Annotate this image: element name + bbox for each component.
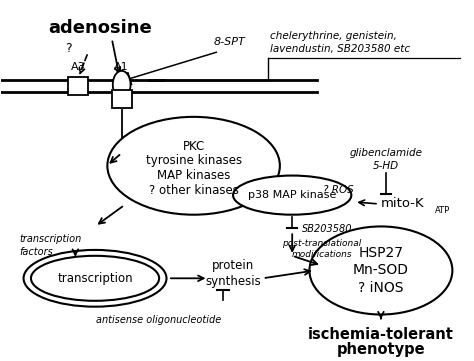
Text: chelerythrine, genistein,: chelerythrine, genistein,	[270, 31, 396, 41]
Text: transcription
factors: transcription factors	[19, 234, 82, 257]
Text: ischemia-tolerant: ischemia-tolerant	[308, 327, 454, 342]
FancyBboxPatch shape	[112, 91, 131, 108]
Text: lavendustin, SB203580 etc: lavendustin, SB203580 etc	[270, 44, 410, 55]
Ellipse shape	[24, 250, 166, 307]
Text: ? iNOS: ? iNOS	[358, 281, 404, 295]
Ellipse shape	[31, 256, 159, 301]
Ellipse shape	[107, 117, 280, 215]
Text: p38 MAP kinase: p38 MAP kinase	[248, 190, 337, 200]
Text: glibenclamide: glibenclamide	[349, 148, 422, 158]
Text: phenotype: phenotype	[337, 342, 425, 357]
Text: ATP: ATP	[435, 206, 450, 215]
Text: HSP27: HSP27	[358, 246, 403, 260]
Text: ? other kinases: ? other kinases	[149, 184, 238, 197]
Text: antisense oligonucleotide: antisense oligonucleotide	[97, 314, 222, 325]
Text: tyrosine kinases: tyrosine kinases	[146, 155, 242, 168]
Text: Mn-SOD: Mn-SOD	[353, 264, 409, 278]
Text: A3: A3	[71, 62, 86, 72]
Text: transcription: transcription	[57, 272, 133, 285]
Ellipse shape	[113, 71, 130, 98]
Ellipse shape	[310, 226, 452, 314]
Text: ?: ?	[65, 42, 72, 55]
FancyBboxPatch shape	[68, 77, 88, 95]
Text: mito-K: mito-K	[381, 197, 425, 210]
Text: A1: A1	[114, 62, 129, 72]
Text: PKC: PKC	[182, 140, 205, 153]
Text: MAP kinases: MAP kinases	[157, 169, 230, 182]
Text: 5-HD: 5-HD	[373, 161, 399, 171]
Text: ? ROS: ? ROS	[323, 185, 353, 195]
Ellipse shape	[233, 175, 351, 215]
Text: protein
synthesis: protein synthesis	[205, 259, 261, 288]
Text: 8-SPT: 8-SPT	[213, 38, 245, 48]
Text: adenosine: adenosine	[48, 19, 152, 37]
Text: SB203580: SB203580	[302, 225, 353, 235]
Text: post-translational
modifications: post-translational modifications	[282, 239, 361, 259]
